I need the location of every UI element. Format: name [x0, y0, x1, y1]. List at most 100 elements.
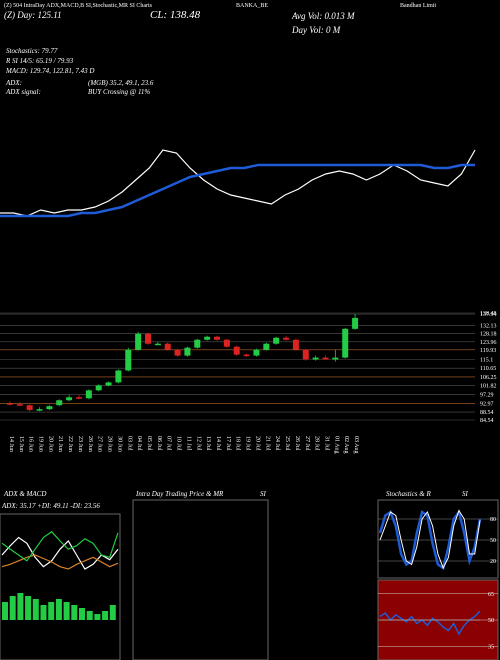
adx-title: ADX & MACD: [3, 490, 46, 498]
ma-line: [0, 163, 475, 218]
candle-body: [6, 403, 13, 405]
x-tick-label: 01 Aug: [333, 436, 339, 454]
adx-frame: [0, 513, 121, 660]
rsi-line: [379, 610, 481, 636]
candle-body: [75, 397, 82, 399]
candle-body: [332, 357, 339, 360]
x-tick-label: 21 Jul: [264, 436, 270, 451]
y-tick-label: 110.65: [480, 366, 496, 372]
x-tick-label: 03 Jul: [126, 436, 132, 451]
candle-body: [66, 397, 73, 401]
macd-bar: [40, 605, 47, 620]
candle-body: [125, 349, 132, 371]
x-tick-label: 07 Jul: [166, 436, 172, 451]
candle-body: [135, 333, 142, 350]
macd-bar: [55, 599, 62, 620]
candle-body: [46, 406, 53, 410]
stoch-tick: 50: [490, 538, 496, 544]
macd-bar: [48, 602, 55, 620]
macd-bar: [79, 608, 85, 620]
stoch-tick: 20: [490, 559, 496, 565]
adx-line: [1, 536, 119, 570]
x-tick-label: 16 Jun: [28, 436, 34, 452]
candle-body: [292, 339, 299, 350]
candle-body: [312, 357, 319, 360]
x-tick-label: 30 Jun: [116, 436, 122, 452]
day-vol: Day Vol: 0 M: [291, 25, 341, 35]
stoch-title2: SI: [462, 490, 469, 498]
candle-body: [174, 349, 181, 356]
stoch-title: Stochastics & R: [386, 490, 431, 498]
intraday-title: Intra Day Trading Price & MR: [135, 490, 224, 498]
candle-body: [283, 337, 290, 340]
x-tick-label: 23 Jun: [77, 436, 83, 452]
y-tick-label: 101.82: [480, 384, 497, 390]
x-tick-label: 15 Jun: [18, 436, 24, 452]
macd-bar: [86, 611, 93, 620]
y-tick-label: 88.54: [480, 410, 494, 416]
x-tick-label: 13 Jul: [205, 436, 211, 451]
stoch-tick: 80: [490, 517, 496, 523]
signal: BUY Crossing @ 11%: [88, 88, 150, 96]
candle-body: [85, 390, 92, 399]
candle-body: [223, 339, 230, 347]
x-tick-label: 19 Jun: [38, 436, 44, 452]
x-tick-label: 14 Jun: [8, 436, 14, 452]
stoch-frame: [377, 499, 499, 579]
candle-body: [194, 339, 201, 348]
candle-body: [144, 333, 151, 344]
avg-vol: Avg Vol: 0.013 M: [291, 11, 355, 21]
symbol: BANKA_BE: [236, 3, 268, 9]
candle-body: [322, 357, 329, 360]
y-tick-label: 92.97: [480, 401, 494, 407]
macd-bar: [9, 596, 16, 620]
x-tick-label: 27 Jul: [304, 436, 310, 451]
x-tick-label: 27 Jun: [97, 436, 103, 452]
x-tick-label: 22 Jun: [67, 436, 73, 452]
candle-body: [115, 370, 122, 383]
candle-body: [273, 337, 280, 344]
candle-body: [342, 328, 349, 358]
x-tick-label: 05 Jul: [146, 436, 152, 451]
candle-body: [154, 343, 161, 346]
x-tick-label: 26 Jul: [294, 436, 300, 451]
x-tick-label: 28 Jul: [314, 436, 320, 451]
intraday-frame: [132, 499, 269, 660]
stoch-line: [378, 509, 482, 571]
close: CL: 138.48: [150, 9, 201, 21]
candle-body: [16, 404, 23, 406]
adx-label: ADX: 35.17 +DI: 49.11 -DI: 23.56: [1, 502, 100, 510]
x-tick-label: 20 Jun: [47, 436, 53, 452]
candle-body: [233, 346, 240, 355]
macd-bar: [63, 602, 70, 620]
y-tick-label: 132.13: [480, 324, 497, 330]
macd-bar: [25, 596, 32, 620]
candle-body: [243, 354, 250, 357]
macd-bar: [32, 599, 39, 620]
intraday-title2: SI: [260, 490, 267, 498]
candle-body: [36, 409, 43, 411]
y-tick-label: 119.93: [480, 348, 496, 354]
x-tick-label: 18 Jul: [235, 436, 241, 451]
x-tick-label: 04 Jul: [136, 436, 142, 451]
candle-body: [214, 336, 221, 340]
candle-body: [184, 347, 191, 356]
day: (Z) Day: 125.11: [4, 10, 62, 20]
y-tick-label: 106.25: [480, 375, 497, 381]
candle-body: [164, 343, 171, 350]
macd-bar: [71, 605, 78, 620]
x-tick-label: 10 Jul: [176, 436, 182, 451]
candle-body: [253, 349, 260, 356]
adx-values: (MGB) 35.2, 49.1, 23.6: [88, 79, 154, 87]
y-tick-label: 128.18: [480, 331, 497, 337]
stoch-line: [379, 509, 481, 570]
candle-body: [105, 382, 112, 386]
y-tick-label: 137.94: [480, 312, 497, 318]
title: (Z) 504 IntraDay ADX,MACD,B SI,Stochasti…: [4, 2, 153, 9]
x-tick-label: 06 Jul: [156, 436, 162, 451]
candle-body: [204, 336, 211, 340]
candle-body: [56, 400, 63, 406]
x-tick-label: 20 Jul: [254, 436, 260, 451]
y-tick-label: 123.96: [480, 340, 497, 346]
